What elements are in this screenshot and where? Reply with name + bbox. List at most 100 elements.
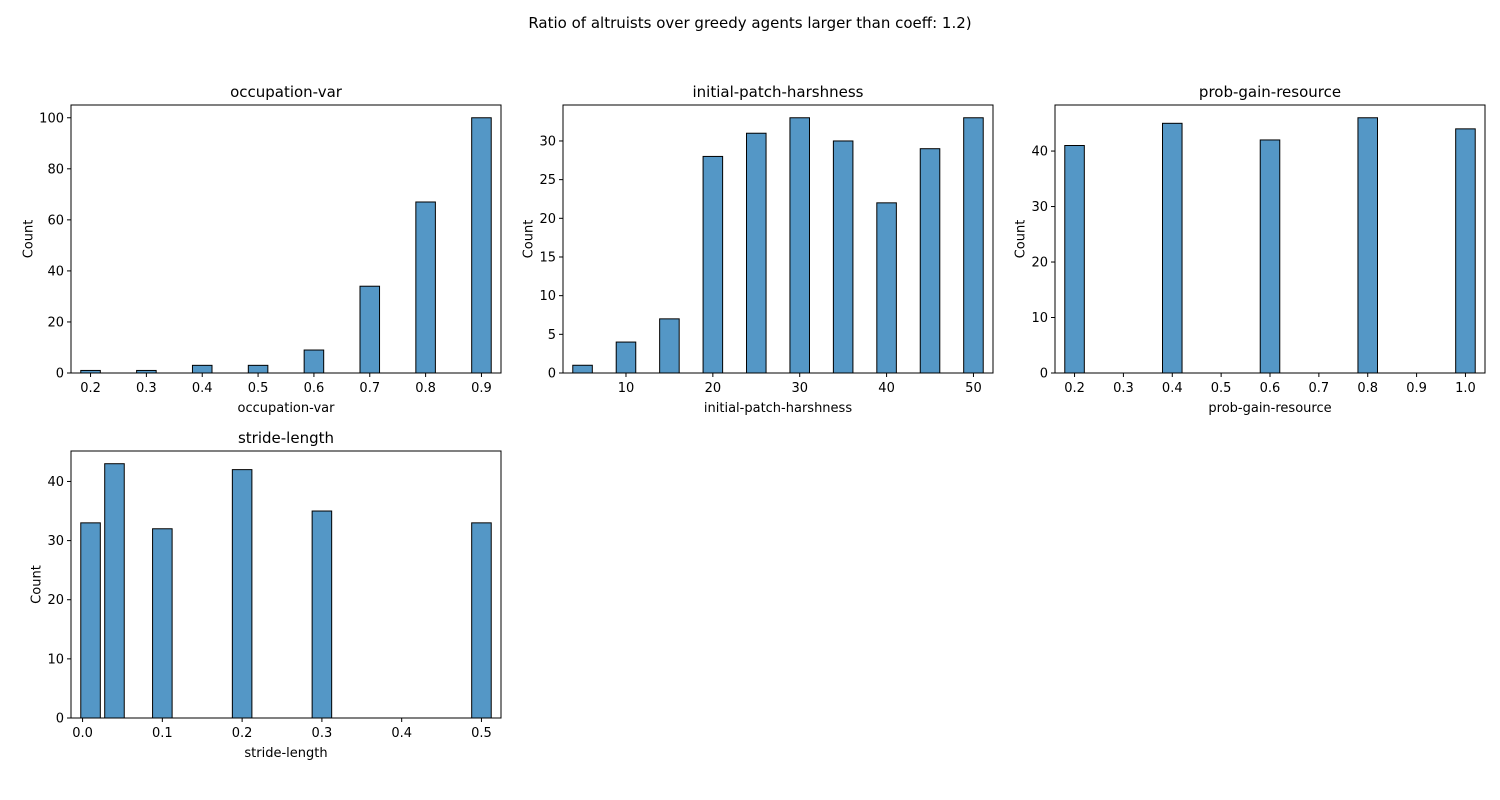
x-tick-label: 0.8: [1357, 381, 1378, 396]
y-tick-label: 40: [47, 264, 64, 279]
histogram-bar: [359, 285, 381, 374]
histogram-bar: [1064, 145, 1085, 374]
histogram-bar: [615, 341, 637, 374]
x-tick-label: 0.1: [152, 726, 173, 741]
y-axis-label: Count: [30, 565, 45, 604]
x-tick-label: 20: [705, 381, 722, 396]
histogram-bar: [1259, 139, 1281, 374]
figure-title: Ratio of altruists over greedy agents la…: [528, 14, 971, 32]
y-tick-label: 30: [1031, 200, 1048, 215]
histogram-bar: [919, 148, 941, 374]
histogram-bar: [311, 510, 333, 719]
histogram-bar: [832, 140, 854, 374]
histogram-bar: [876, 202, 897, 374]
y-tick-label: 10: [47, 652, 64, 667]
histogram-bar: [789, 117, 810, 374]
y-tick-label: 20: [539, 212, 556, 227]
histogram-bar: [152, 528, 173, 719]
y-tick-label: 5: [548, 328, 556, 343]
x-tick-label: 1.0: [1455, 381, 1476, 396]
subplot-grid: 0.2 0.3 0.4 0.5 0.6 0.7 0.8 0.9020406080100occu…: [21, 83, 1486, 761]
x-tick-label: 0.9: [471, 381, 492, 396]
y-axis-label: Count: [1014, 220, 1029, 259]
histogram-bar: [702, 155, 724, 374]
y-tick-label: 80: [47, 162, 64, 177]
histogram-bar: [471, 522, 492, 719]
x-axis-label: initial-patch-harshness: [704, 401, 852, 416]
x-tick-label: 0.3: [1113, 381, 1134, 396]
histogram-bar: [104, 463, 125, 719]
subplot-title: stride-length: [238, 429, 334, 447]
y-tick-label: 10: [539, 289, 556, 304]
y-tick-label: 15: [539, 250, 556, 265]
x-tick-label: 0.2: [1064, 381, 1085, 396]
x-tick-label: 0.4: [1162, 381, 1183, 396]
histogram-bar: [80, 522, 101, 719]
histogram-bar: [963, 117, 984, 374]
x-tick-label: 0.6: [304, 381, 325, 396]
subplot-title: initial-patch-harshness: [693, 83, 864, 101]
subplot-prob-gain-resource: 0.2 0.3 0.4 0.5 0.6 0.7 0.8 0.9 1.0 0 10 20 30 40 prob…: [1014, 83, 1486, 416]
y-tick-label: 30: [539, 134, 556, 149]
histogram-bar: [247, 364, 269, 374]
x-tick-label: 0.7: [1309, 381, 1330, 396]
x-axis-label: stride-length: [244, 746, 327, 761]
x-tick-label: 0.4: [192, 381, 213, 396]
x-tick-label: 0.6: [1260, 381, 1281, 396]
y-tick-label: 10: [1031, 311, 1048, 326]
x-tick-label: 0.2: [232, 726, 253, 741]
x-axis-label: prob-gain-resource: [1208, 401, 1331, 416]
histogram-bar: [471, 117, 492, 374]
x-tick-label: 0.4: [391, 726, 412, 741]
histogram-bar: [572, 364, 593, 374]
x-tick-label: 0.3: [136, 381, 157, 396]
y-tick-label: 0: [1040, 367, 1048, 382]
x-tick-label: 0.3: [312, 726, 333, 741]
x-tick-label: 30: [791, 381, 808, 396]
axes-frame: [70, 104, 502, 374]
subplot-stride-length: 0.0 0.1 0.2 0.3 0.4 0.5 0 10 20 30 40 stride-length…: [30, 429, 502, 761]
x-tick-label: 0.5: [248, 381, 269, 396]
histogram-bar: [1357, 117, 1379, 374]
histogram-bar: [1455, 128, 1476, 374]
subplot-initial-patch-harshness: 10 20 30 40 50 0 5 10 15 20 25 30 initial-patch-hars…: [522, 83, 994, 416]
subplot-title: prob-gain-resource: [1199, 83, 1341, 101]
x-tick-label: 10: [618, 381, 635, 396]
x-tick-label: 0.8: [415, 381, 436, 396]
histogram-bar: [659, 318, 680, 374]
y-tick-label: 100: [39, 111, 64, 126]
x-tick-label: 40: [878, 381, 895, 396]
histogram-bar: [746, 132, 767, 374]
histogram-bar: [303, 349, 325, 374]
y-tick-label: 20: [1031, 256, 1048, 271]
subplot-title: occupation-var: [230, 83, 343, 101]
x-tick-label: 0.7: [359, 381, 380, 396]
y-axis-label: Count: [21, 220, 36, 259]
y-tick-label: 0: [548, 367, 556, 382]
y-tick-label: 25: [539, 173, 556, 188]
y-tick-label: 20: [47, 593, 64, 608]
y-tick-label: 20: [47, 315, 64, 330]
histogram-bar: [191, 364, 213, 374]
subplot-occupation-var: 0.2 0.3 0.4 0.5 0.6 0.7 0.8 0.9 0 20 40 60 80 100 occu…: [21, 83, 502, 416]
x-tick-label: 0.2: [80, 381, 101, 396]
x-tick-label: 0.5: [471, 726, 492, 741]
histogram-bar: [1162, 122, 1183, 374]
axes-frame: [562, 104, 994, 374]
x-tick-label: 50: [965, 381, 982, 396]
histogram-bar: [231, 469, 253, 719]
histogram-bar: [415, 201, 436, 374]
x-tick-label: 0.9: [1406, 381, 1427, 396]
y-tick-label: 60: [47, 213, 64, 228]
axes-frame: [70, 450, 502, 719]
y-tick-label: 40: [1031, 145, 1048, 160]
x-axis-label: occupation-var: [238, 401, 336, 416]
y-axis-label: Count: [522, 220, 537, 259]
x-tick-label: 0.5: [1211, 381, 1232, 396]
y-tick-label: 0: [56, 712, 64, 727]
x-tick-label: 0.0: [72, 726, 93, 741]
y-tick-label: 40: [47, 475, 64, 490]
y-tick-label: 30: [47, 534, 64, 549]
y-tick-label: 0: [56, 367, 64, 382]
